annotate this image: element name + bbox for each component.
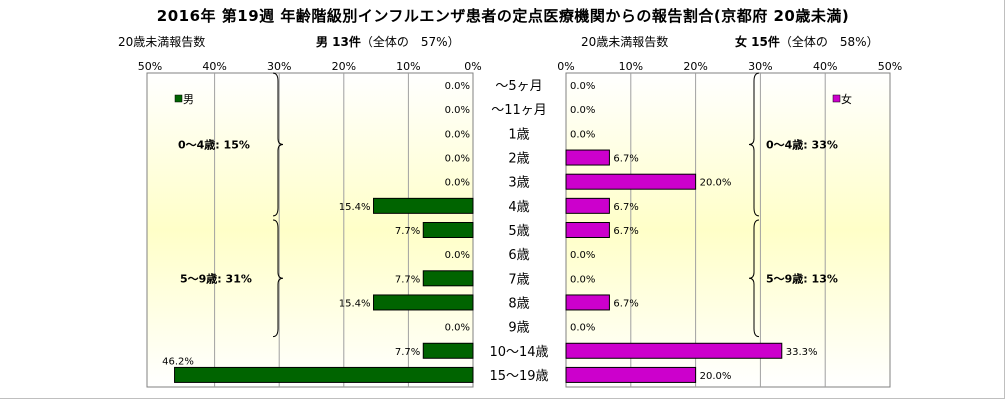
male-group-brace-5-9: [272, 219, 284, 338]
female-group-brace-5-9: [748, 219, 760, 338]
female-value-label: 6.7%: [613, 154, 638, 165]
female-legend-swatch: [832, 94, 841, 103]
male-x-tick-label: 30%: [266, 60, 292, 73]
male-value-label: 0.0%: [445, 105, 470, 116]
age-category-label: 10～14歳: [489, 345, 548, 360]
age-category-label: ～11ヶ月: [491, 103, 547, 118]
age-category-label: 8歳: [508, 296, 529, 311]
female-x-tick-label: 40%: [812, 60, 838, 73]
female-bar: [565, 197, 610, 214]
male-value-label: 0.0%: [445, 178, 470, 189]
male-value-label: 7.7%: [395, 226, 420, 237]
male-bar: [373, 197, 474, 214]
female-value-label: 0.0%: [570, 323, 595, 334]
female-bar: [565, 294, 610, 311]
female-plot-area: [565, 72, 891, 388]
male-x-tick-label: 40%: [202, 60, 227, 73]
female-x-tick-label: 20%: [683, 60, 708, 73]
female-share: （全体の 58%）: [779, 35, 879, 49]
male-plot-area: [146, 72, 474, 388]
female-group-brace-0-4: [748, 72, 760, 217]
male-x-tick-label: 10%: [396, 60, 421, 73]
right-report-count-label: 20歳未満報告数: [581, 35, 669, 49]
left-summary: 男 13件（全体の 57%）: [316, 33, 460, 50]
female-x-tick-label: 50%: [877, 60, 903, 73]
male-bar: [422, 270, 474, 287]
male-value-label: 0.0%: [445, 154, 470, 165]
age-category-label: 6歳: [508, 248, 529, 263]
age-category-label: 5歳: [508, 224, 529, 239]
male-value-label: 0.0%: [445, 81, 470, 92]
male-bar: [422, 222, 474, 238]
male-legend-swatch: [174, 94, 183, 103]
age-category-label: 15～19歳: [489, 369, 548, 384]
female-bar: [565, 222, 610, 238]
female-value-label: 6.7%: [613, 226, 638, 237]
female-value-label: 33.3%: [786, 347, 818, 358]
male-value-label: 0.0%: [445, 323, 470, 334]
male-bar: [422, 342, 474, 359]
age-category-label: 2歳: [508, 152, 529, 167]
male-bar: [174, 366, 474, 383]
age-category-label: ～5ヶ月: [495, 79, 542, 94]
female-value-label: 20.0%: [700, 178, 732, 189]
female-group-label-0-4: 0～4歳: 33%: [766, 137, 838, 151]
male-legend-label: 男: [183, 93, 194, 106]
chart-title: 2016年 第19週 年齢階級別インフルエンザ患者の定点医療機関からの報告割合(…: [156, 7, 850, 25]
female-value-label: 0.0%: [570, 105, 595, 116]
age-category-label: 3歳: [508, 176, 529, 191]
male-bar: [373, 294, 474, 311]
male-x-tick-label: 20%: [331, 60, 357, 73]
male-value-label: 7.7%: [395, 347, 420, 358]
female-bar: [565, 366, 697, 383]
male-group-brace-0-4: [272, 72, 284, 217]
female-group-label-5-9: 5～9歳: 13%: [766, 271, 838, 285]
age-category-label: 9歳: [508, 321, 529, 336]
female-value-label: 20.0%: [700, 371, 732, 382]
female-value-label: 0.0%: [570, 81, 595, 92]
left-report-count-label: 20歳未満報告数: [118, 35, 206, 49]
male-value-label: 7.7%: [395, 274, 420, 285]
female-legend-label: 女: [841, 92, 852, 106]
male-value-label: 15.4%: [339, 298, 371, 309]
male-group-label-0-4: 0～4歳: 15%: [178, 137, 250, 151]
female-x-tick-label: 0%: [557, 60, 575, 73]
female-bar: [565, 173, 697, 190]
female-value-label: 6.7%: [613, 202, 638, 213]
female-value-label: 0.0%: [570, 274, 595, 285]
age-category-label: 4歳: [508, 200, 529, 215]
male-value-label: 46.2%: [162, 356, 194, 367]
female-x-tick-label: 30%: [748, 60, 773, 73]
age-category-label: 7歳: [508, 272, 529, 287]
male-count: 男 13件: [316, 35, 361, 49]
female-value-label: 0.0%: [570, 250, 595, 261]
age-category-label: 1歳: [508, 127, 529, 142]
female-bar: [565, 149, 610, 166]
right-summary: 女 15件（全体の 58%）: [735, 33, 879, 50]
female-x-tick-label: 10%: [618, 60, 644, 73]
male-share: （全体の 57%）: [360, 35, 460, 49]
male-value-label: 15.4%: [339, 202, 371, 213]
male-value-label: 0.0%: [445, 250, 470, 261]
female-count: 女 15件: [735, 35, 780, 49]
male-x-tick-label: 0%: [464, 60, 482, 73]
male-value-label: 0.0%: [445, 129, 470, 140]
male-group-label-5-9: 5～9歳: 31%: [180, 271, 252, 285]
male-x-tick-label: 50%: [137, 60, 163, 73]
female-value-label: 6.7%: [613, 298, 638, 309]
female-value-label: 0.0%: [570, 129, 595, 140]
female-bar: [565, 342, 783, 359]
